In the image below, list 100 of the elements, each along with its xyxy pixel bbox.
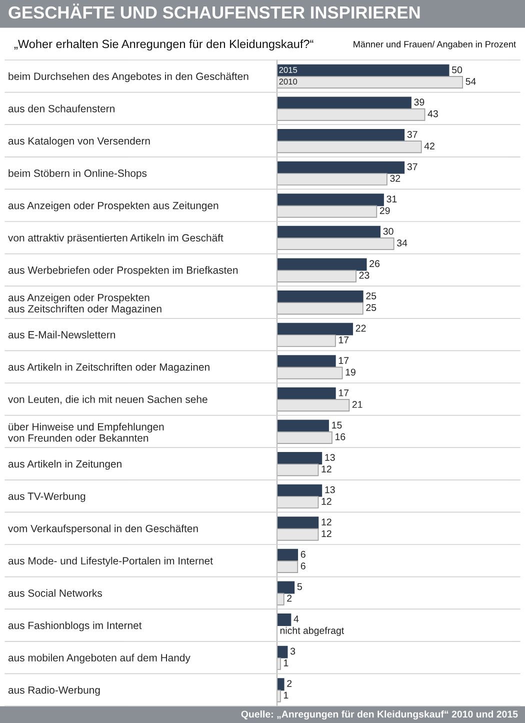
data-label: 5 [297,583,302,590]
bar [277,238,394,250]
bar [277,290,364,303]
bar [277,420,329,432]
data-label: 15 [332,422,342,429]
data-label: 25 [366,304,376,311]
data-label: 23 [359,272,370,279]
bar [277,194,384,206]
data-label: 32 [390,174,400,182]
chart-title: GESCHÄFTE UND SCHAUFENSTER INSPIRIEREN [8,4,420,19]
data-label: 3 [290,648,296,655]
y-tick-label: aus Fashionblogs im Internet [8,621,142,632]
data-label: 2 [287,594,292,602]
data-label: 17 [338,357,349,364]
data-label: 31 [386,196,397,202]
data-label: 50 [452,66,462,74]
data-label: 4 [294,616,299,622]
data-label: 34 [397,240,408,246]
bar [277,484,322,497]
y-tick-label: aus Werbebriefen oder Prospekten im Briefkasten [8,266,238,276]
data-label: 6 [300,562,306,570]
data-label: 37 [407,130,418,138]
bar [277,387,336,400]
bar [277,172,388,186]
y-tick-label: aus mobilen Angeboten auf dem Handy [8,654,190,664]
data-label: 1 [284,692,288,698]
data-label: 19 [346,368,356,376]
bar [277,528,319,541]
bar [277,226,381,238]
data-label: 12 [322,530,332,537]
y-tick-label: aus TV-Werbung [8,492,86,502]
y-tick-label: aus Radio-Werbung [8,686,100,696]
data-label: 39 [414,98,424,106]
source-note: Quelle: „Anregungen für den Kleidungskauf“ 2010 und 2015 [241,710,518,720]
bar [277,270,356,282]
bar [277,678,284,691]
bar [277,76,463,89]
data-label: 17 [338,336,349,344]
data-label: 30 [383,228,394,235]
y-tick-label: aus Mode- und Lifestyle-Portalen im Internet [8,556,213,567]
data-label: 12 [322,498,332,505]
bar [277,161,405,174]
bar [277,302,364,315]
y-tick-label: aus Anzeigen oder Prospekten aus Zeitschriften oder Magazinen [8,294,162,315]
y-tick-label: vom Verkaufspersonal in den Geschäften [8,524,198,534]
data-label: 12 [322,518,332,526]
bar [277,657,281,670]
data-label: 29 [380,207,390,214]
data-label: 6 [300,550,306,558]
bar [277,205,378,218]
data-label: 54 [466,78,476,85]
bar [277,592,284,606]
bar [277,646,288,658]
y-tick-label: aus den Schaufenstern [8,104,114,112]
data-label: 13 [325,454,335,461]
text: Männer und Frauen/ Angaben in Prozent [354,40,516,50]
data-label: 26 [370,260,380,268]
text: „Woher erhalten Sie Anregungen für den Kleidungskauf?“ [14,40,314,50]
data-label: 21 [352,401,362,408]
data-label: 12 [322,466,332,472]
data-label: 43 [428,110,438,118]
bar [277,548,298,562]
bar [277,334,336,347]
bar [277,431,332,444]
y-tick-label: aus Katalogen von Versendern [8,136,150,147]
data-label: 16 [336,433,346,440]
y-tick-label: beim Durchsehen des Angebotes in den Geschäften [8,72,248,82]
bar [277,399,350,412]
bar [277,108,426,121]
data-label: 25 [366,292,376,300]
bar [277,516,319,530]
data-label: 1 [284,660,288,666]
data-label: 42 [424,142,434,150]
data-label: 2 [287,680,292,687]
data-label: 37 [407,163,418,170]
y-tick-label: aus E-Mail-Newslettern [8,330,115,338]
bar [277,581,295,594]
y-tick-label: über Hinweise und Empfehlungen von Freunden oder Bekannten [8,422,164,442]
bar [277,96,412,110]
bar [277,560,298,574]
y-tick-label: von attraktiv präsentierten Artikeln im Geschäft [8,234,224,244]
bar [277,64,450,77]
bar [277,496,319,508]
y-tick-label: beim Stöbern in Online-Shops [8,169,147,179]
data-label: 13 [325,486,335,494]
series-label: 2015 [279,66,298,73]
bar [277,452,322,464]
bar [277,366,343,380]
y-tick-label: aus Social Networks [8,589,102,597]
bar [277,355,336,368]
bar [277,129,405,142]
data-label: 17 [338,389,349,396]
bar [277,614,292,626]
y-tick-label: aus Artikeln in Zeitschriften oder Magazinen [8,363,210,373]
y-tick-label: von Leuten, die ich mit neuen Sachen sehe [8,395,208,404]
data-label: 22 [356,324,366,332]
bar [277,322,354,336]
text: nicht abgefragt [280,626,344,636]
y-tick-label: aus Anzeigen oder Prospekten aus Zeitungen [8,202,218,212]
y-tick-label: aus Artikeln in Zeitungen [8,460,122,470]
